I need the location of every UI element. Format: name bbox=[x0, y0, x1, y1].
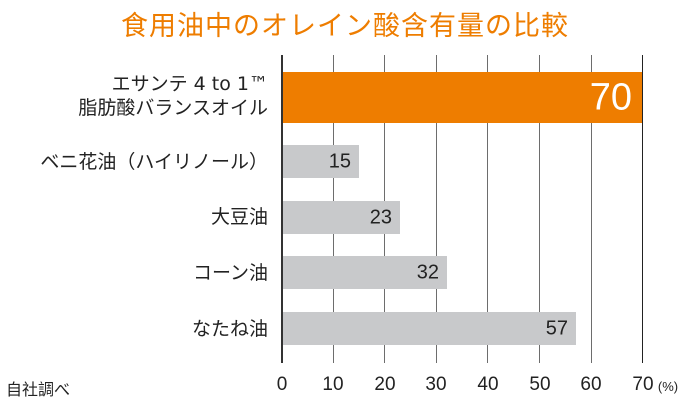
source-note: 自社調べ bbox=[6, 380, 71, 399]
bar-safflower: 15 bbox=[283, 145, 359, 178]
category-label-esante: エサンテ 4 to 1™ 脂肪酸バランスオイル bbox=[78, 72, 268, 120]
category-label-soybean: 大豆油 bbox=[210, 206, 268, 228]
x-tick-60: 60 bbox=[580, 374, 602, 395]
bar-soybean: 23 bbox=[283, 201, 400, 234]
x-tick-10: 10 bbox=[322, 374, 344, 395]
bar-corn: 32 bbox=[283, 256, 447, 289]
gridline-30 bbox=[435, 55, 437, 363]
bar-rapeseed: 57 bbox=[283, 312, 576, 345]
bar-value: 57 bbox=[545, 317, 568, 339]
label-line2: 脂肪酸バランスオイル bbox=[78, 97, 268, 119]
gridline-70 bbox=[642, 55, 643, 363]
bar-esante: 70 bbox=[283, 72, 642, 123]
x-tick-50: 50 bbox=[529, 374, 551, 395]
label-line1: エサンテ 4 to 1™ bbox=[111, 73, 268, 95]
bar-value: 15 bbox=[328, 150, 351, 172]
category-label-corn: コーン油 bbox=[192, 262, 268, 284]
y-axis-line bbox=[281, 55, 283, 363]
category-label-safflower: ベニ花油（ハイリノール） bbox=[40, 151, 268, 173]
plot-area: 70 15 23 32 57 bbox=[281, 55, 643, 363]
bar-value: 32 bbox=[416, 261, 439, 283]
x-tick-30: 30 bbox=[425, 374, 447, 395]
category-label-rapeseed: なたね油 bbox=[191, 318, 268, 340]
chart-title: 食用油中のオレイン酸含有量の比較 bbox=[121, 11, 569, 42]
x-tick-20: 20 bbox=[374, 374, 396, 395]
x-axis-unit: (%) bbox=[657, 379, 679, 394]
gridline-50 bbox=[539, 55, 540, 363]
x-tick-0: 0 bbox=[276, 374, 288, 395]
bar-value: 70 bbox=[589, 76, 632, 118]
x-tick-70: 70 bbox=[632, 374, 654, 395]
gridline-40 bbox=[487, 55, 489, 363]
gridline-60 bbox=[590, 55, 592, 363]
bar-value: 23 bbox=[369, 206, 392, 228]
x-tick-40: 40 bbox=[477, 374, 499, 395]
